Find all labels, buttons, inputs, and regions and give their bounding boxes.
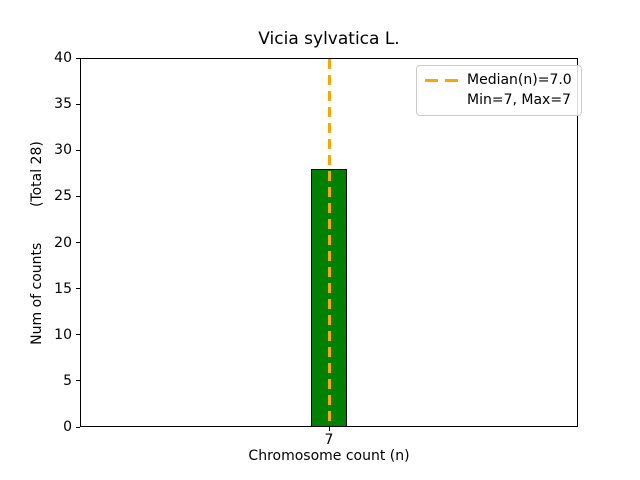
legend: Median(n)=7.0 Min=7, Max=7 xyxy=(416,65,582,116)
dash-segment xyxy=(425,78,438,82)
y-tick-label: 35 xyxy=(54,96,72,113)
y-tick-mark xyxy=(76,57,80,59)
chart-title: Vicia sylvatica L. xyxy=(258,29,400,49)
y-tick-mark xyxy=(76,242,80,243)
median-line xyxy=(327,59,331,427)
y-tick-mark xyxy=(76,103,80,105)
y-tick-label: 20 xyxy=(54,234,72,251)
y-tick-label: 5 xyxy=(63,372,72,389)
x-tick-label: 7 xyxy=(324,432,334,448)
legend-row-median: Median(n)=7.0 xyxy=(425,70,572,90)
y-tick-mark xyxy=(76,149,80,151)
legend-label-median: Median(n)=7.0 xyxy=(467,72,572,88)
y-tick-label: 30 xyxy=(54,142,72,159)
y-tick-label: 40 xyxy=(54,50,72,66)
y-tick-mark xyxy=(76,426,80,428)
dash-segment xyxy=(445,78,458,82)
y-tick-mark xyxy=(76,380,80,382)
y-tick-label: 0 xyxy=(63,419,72,435)
x-tick-mark xyxy=(328,427,330,431)
y-tick-label: 15 xyxy=(54,280,72,297)
y-tick-mark xyxy=(76,334,80,336)
y-tick-label: 10 xyxy=(54,326,72,343)
y-tick-mark xyxy=(76,288,80,290)
median-dashed-line-swatch xyxy=(425,78,458,82)
legend-row-minmax: Min=7, Max=7 xyxy=(425,90,572,110)
y-tick-mark xyxy=(76,195,80,197)
y-tick-label: 25 xyxy=(54,188,72,205)
legend-label-minmax: Min=7, Max=7 xyxy=(467,92,571,108)
x-axis-label: Chromosome count (n) xyxy=(248,448,410,464)
